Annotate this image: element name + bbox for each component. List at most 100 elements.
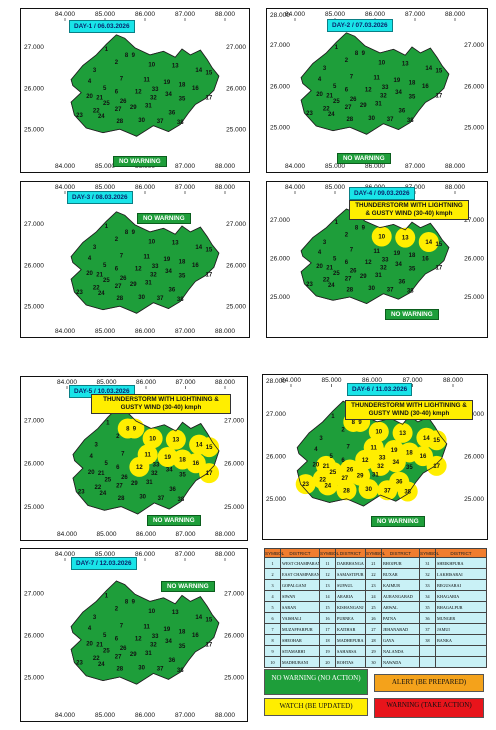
district-symbol: 36 <box>419 612 436 624</box>
district-number: 38 <box>177 120 184 126</box>
district-number: 31 <box>372 472 379 478</box>
district-number: 24 <box>98 114 105 120</box>
district-number: 13 <box>173 438 180 444</box>
lon-tick-label: 86.000 <box>135 712 155 719</box>
district-number: 35 <box>179 274 186 280</box>
lon-tick-label: 87.000 <box>405 184 425 191</box>
lat-tick-label: 25.000 <box>270 125 290 132</box>
district-number: 23 <box>302 482 309 488</box>
district-number: 15 <box>205 71 212 77</box>
table-row: 9 SITAMARHI 19 SAHARSA 29 NALANDA <box>264 645 487 657</box>
district-number: 34 <box>165 269 172 275</box>
district-number: 14 <box>425 240 432 246</box>
district-name: ARWAL <box>381 601 420 613</box>
district-number: 10 <box>148 609 155 615</box>
lon-tick-label: 88.000 <box>445 11 465 18</box>
district-number: 4 <box>318 250 322 256</box>
district-number: 28 <box>116 296 123 302</box>
map-panel-day7: 84.000 84.000 85.000 85.000 86.000 86.000 87.0… <box>20 548 248 722</box>
district-name: KISHANGANJ <box>335 601 366 613</box>
lat-tick-label: 25.000 <box>24 504 44 511</box>
lon-tick-label: 86.000 <box>365 163 385 170</box>
district-name: KHAGARIA <box>435 590 487 602</box>
district-number: 30 <box>139 495 146 501</box>
district-number: 20 <box>86 94 93 100</box>
district-number: 16 <box>192 263 199 269</box>
district-number: 19 <box>393 78 400 84</box>
district-number: 30 <box>368 116 375 122</box>
map-panel-day5: 84.000 84.000 85.000 85.000 86.000 86.000 87.0… <box>20 376 248 541</box>
district-number: 21 <box>326 265 333 271</box>
district-number: 6 <box>116 465 120 471</box>
district-number: 20 <box>316 264 323 270</box>
district-number: 12 <box>135 637 142 643</box>
lon-tick-label: 84.000 <box>55 328 75 335</box>
district-symbol: 30 <box>365 656 382 668</box>
district-name: BUXAR <box>381 568 420 580</box>
district-number: 6 <box>115 89 119 95</box>
lon-tick-label: 86.000 <box>135 184 155 191</box>
district-number: 38 <box>407 118 414 124</box>
district-symbol <box>419 656 436 668</box>
district-number: 22 <box>323 106 330 112</box>
watch-district-patch <box>371 226 392 247</box>
district-symbol: 1 <box>264 557 281 569</box>
lon-tick-label: 88.000 <box>443 377 463 384</box>
lon-tick-label: 88.000 <box>445 163 465 170</box>
lon-tick-label: 88.000 <box>215 551 235 558</box>
district-name: BEGUSARAI <box>435 579 487 591</box>
district-number: 27 <box>341 476 348 482</box>
district-number: 8 <box>125 53 129 59</box>
district-number: 1 <box>105 593 109 599</box>
lat-tick-label: 26.000 <box>464 256 484 263</box>
district-name: WEST CHAMPARAN <box>280 557 320 569</box>
district-number: 31 <box>145 104 152 110</box>
legend-warning: WARNING (TAKE ACTION) <box>374 698 484 718</box>
district-number: 9 <box>362 51 366 57</box>
district-name: NALANDA <box>381 645 420 657</box>
district-name: VAISHALI <box>280 612 320 624</box>
district-number: 8 <box>355 226 359 232</box>
lat-tick-label: 27.000 <box>464 411 484 418</box>
district-number: 1 <box>335 45 339 51</box>
table-header-cell: DISTRICT <box>381 548 420 558</box>
district-number: 13 <box>172 63 179 69</box>
lon-tick-label: 87.000 <box>175 11 195 18</box>
district-symbol: 34 <box>419 590 436 602</box>
district-symbol: 8 <box>264 634 281 646</box>
district-number: 25 <box>103 278 110 284</box>
district-number: 13 <box>402 236 409 242</box>
district-number: 4 <box>88 256 92 262</box>
lat-tick-label: 28.000 <box>266 378 286 385</box>
state-border <box>70 211 220 314</box>
lon-tick-label: 84.000 <box>57 379 77 386</box>
lon-tick-label: 85.000 <box>95 712 115 719</box>
map-panel-day2: 84.000 84.000 85.000 85.000 86.000 86.000 87.0… <box>266 8 488 173</box>
district-number: 5 <box>333 257 337 263</box>
district-number: 37 <box>157 119 164 125</box>
district-name: JEHANABAD <box>381 623 420 635</box>
district-number: 17 <box>435 93 442 99</box>
district-number: 33 <box>382 85 389 91</box>
lat-tick-label: 26.000 <box>266 454 286 461</box>
district-number: 24 <box>98 291 105 297</box>
district-symbol: 6 <box>264 612 281 624</box>
lon-tick-label: 88.000 <box>215 328 235 335</box>
district-number: 4 <box>90 454 94 460</box>
lat-tick-label: 25.000 <box>266 496 286 503</box>
district-number: 22 <box>323 277 330 283</box>
table-row: 6 VAISHALI 16 PURNEA 26 PATNA 36 MUNGER <box>264 612 487 624</box>
district-number: 16 <box>420 454 427 460</box>
lon-tick-label: 86.000 <box>135 551 155 558</box>
district-number: 25 <box>103 101 110 107</box>
district-number: 6 <box>115 637 119 643</box>
watch-district-patch <box>129 456 150 477</box>
district-number: 1 <box>105 47 109 53</box>
district-number: 3 <box>323 66 327 72</box>
lon-tick-label: 86.000 <box>136 531 156 538</box>
district-number: 15 <box>205 248 212 254</box>
district-number: 25 <box>330 470 337 476</box>
watch-district-patch <box>426 430 447 451</box>
district-number: 27 <box>116 484 123 490</box>
district-symbol: 32 <box>419 568 436 580</box>
